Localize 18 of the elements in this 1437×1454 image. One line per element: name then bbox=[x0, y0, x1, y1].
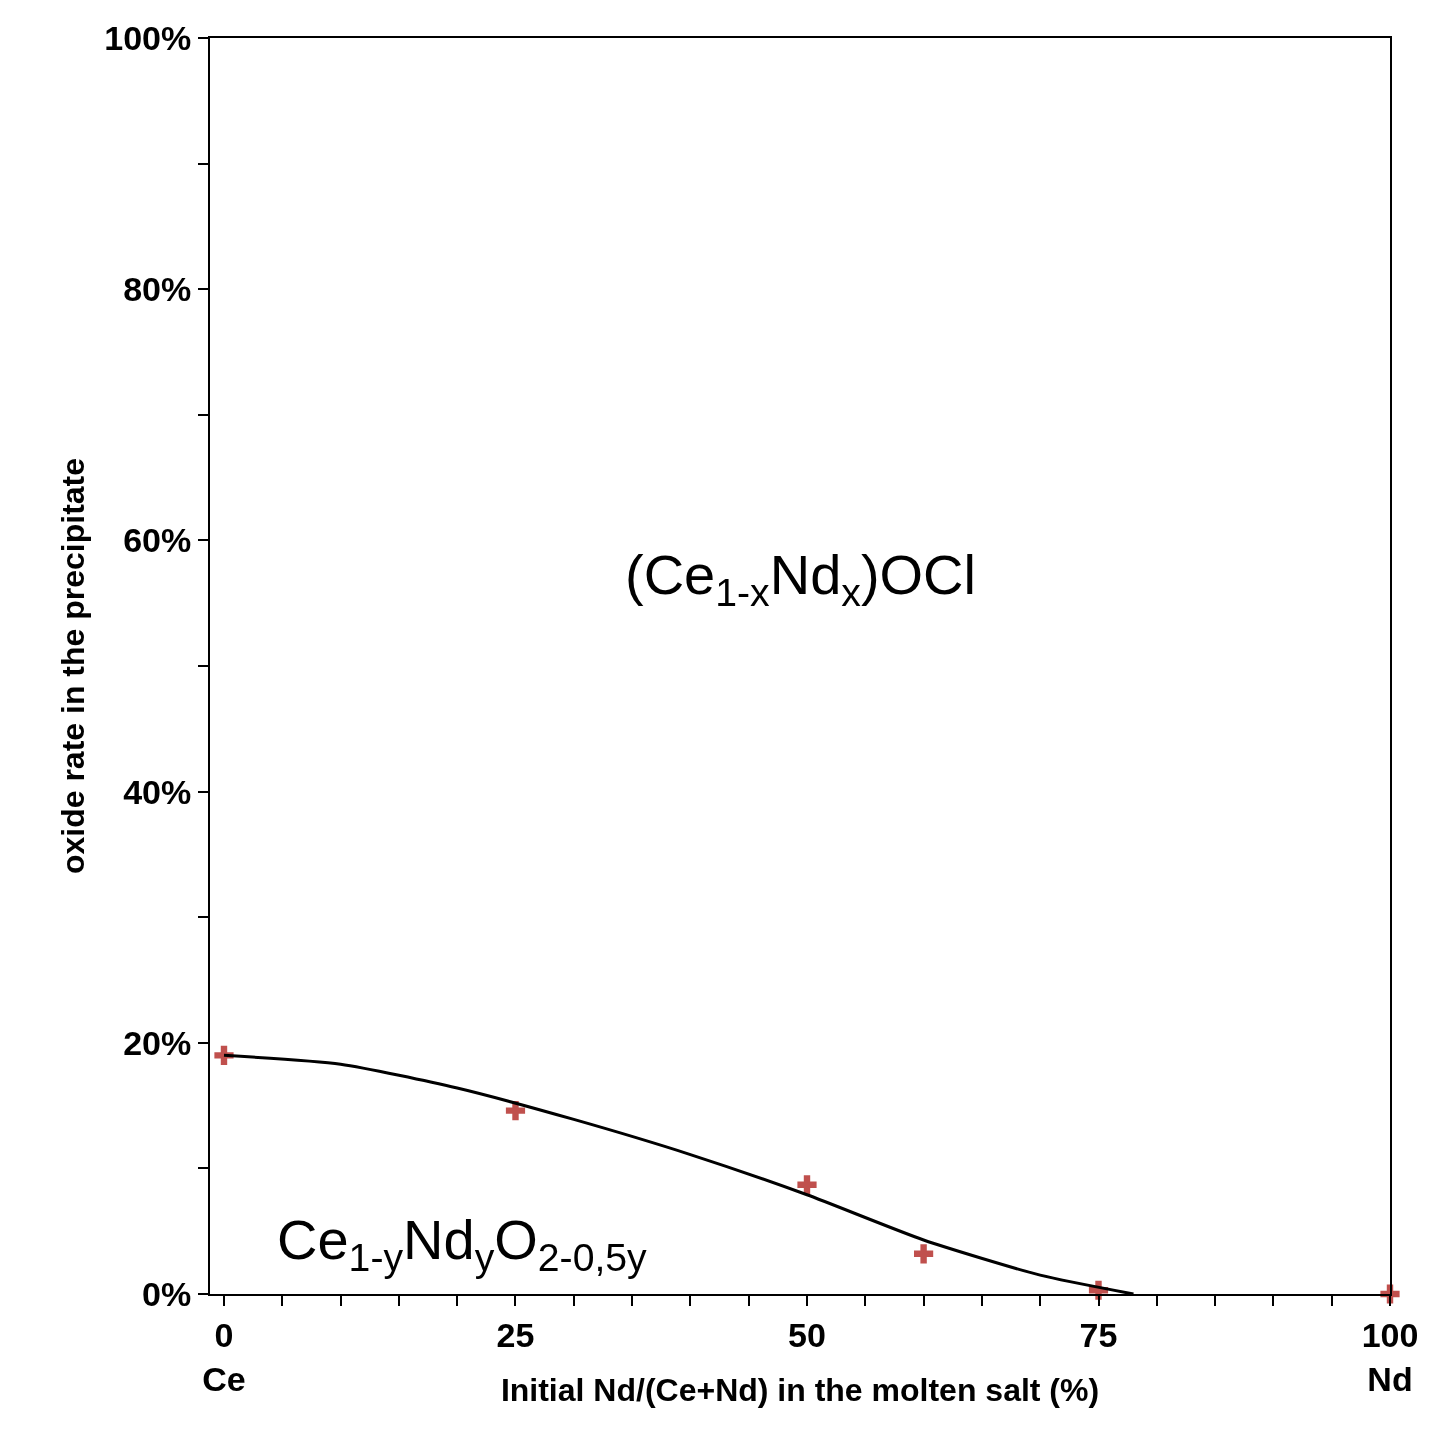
annotation: Ce$_{1-y}$Nd$_{y}$O$_{2-0,5y}$ bbox=[277, 1208, 648, 1279]
x-tick-label: 50 bbox=[788, 1315, 826, 1354]
x-tick-label: 75 bbox=[1079, 1315, 1118, 1354]
x-tick-label: 0 Ce bbox=[202, 1315, 246, 1398]
annotation: (Ce$_{1-x}$Nd$_{x}$)OCl bbox=[625, 543, 976, 614]
y-tick-label: 40% bbox=[123, 772, 192, 811]
x-axis-title: Initial Nd/(Ce+Nd) in the molten salt (%) bbox=[500, 1372, 1100, 1408]
y-tick-label: 20% bbox=[123, 1023, 192, 1062]
x-tick-label: 100 Nd bbox=[1361, 1315, 1419, 1398]
point bbox=[797, 1175, 817, 1195]
y-tick-label: 60% bbox=[123, 521, 192, 560]
y-tick-label: 80% bbox=[123, 270, 192, 309]
y-tick-label: 100% bbox=[104, 18, 192, 57]
x-tick-label: 25 bbox=[496, 1315, 535, 1354]
y-tick-label: 0% bbox=[142, 1274, 192, 1313]
y-axis-title: oxide rate in the precipitate bbox=[55, 457, 92, 875]
point bbox=[505, 1101, 526, 1121]
point bbox=[914, 1244, 934, 1264]
